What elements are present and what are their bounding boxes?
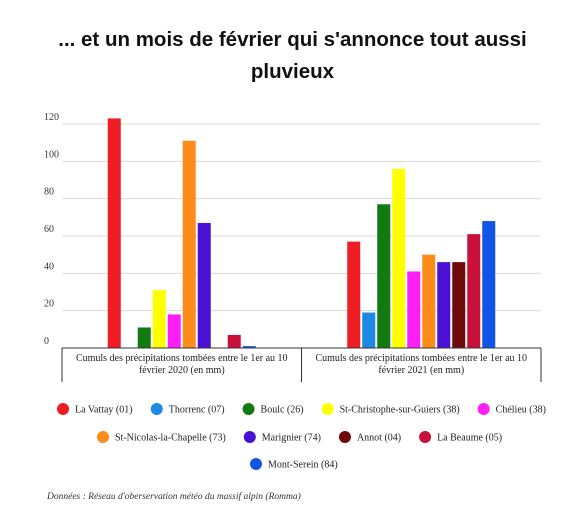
legend-marker	[321, 403, 334, 415]
legend-marker	[419, 431, 432, 443]
y-tick-label: 60	[44, 224, 54, 235]
bar	[422, 254, 436, 348]
legend-marker	[242, 403, 255, 415]
legend-label: Boulc (26)	[261, 405, 304, 416]
source-note: Données : Réseau d'oberservation météo d…	[47, 492, 301, 502]
y-tick-label: 120	[44, 112, 59, 123]
legend-marker	[250, 458, 262, 470]
legend-marker	[150, 403, 163, 415]
bar	[227, 334, 241, 348]
y-tick-label: 40	[44, 261, 54, 272]
chart-title: ... et un mois de février qui s'annonce …	[58, 28, 527, 83]
bar	[182, 140, 196, 348]
bar	[452, 262, 466, 348]
bar	[437, 262, 451, 348]
legend-marker	[57, 403, 69, 415]
legend-marker	[338, 431, 351, 443]
bar	[197, 222, 211, 348]
x-axis: Cumuls des précipitations tombées entre …	[61, 347, 542, 382]
bar	[362, 312, 376, 348]
category-label-line: Cumuls des précipitations tombées entre …	[315, 353, 527, 364]
legend-marker	[97, 431, 109, 443]
legend-marker	[243, 431, 256, 443]
bar	[407, 271, 421, 348]
category-label: Cumuls des précipitations tombées entre …	[76, 353, 288, 376]
legend-label: Chélieu (38)	[496, 405, 546, 416]
legend-label: Mont-Serein (84)	[268, 460, 338, 471]
bar	[377, 204, 391, 348]
bar	[347, 241, 361, 348]
category-label-line: février 2020 (en mm)	[139, 365, 225, 376]
legend-label: La Vattay (01)	[75, 405, 133, 416]
y-tick-label: 20	[44, 299, 54, 310]
legend-label: St-Nicolas-la-Chapelle (73)	[115, 433, 226, 444]
bar	[107, 118, 121, 349]
category-label: Cumuls des précipitations tombées entre …	[315, 353, 527, 376]
bar	[167, 314, 181, 348]
y-tick-label: 0	[44, 336, 49, 347]
bar	[242, 346, 256, 348]
legend-label: Marignier (74)	[262, 433, 321, 444]
bar	[467, 234, 481, 348]
bar	[137, 327, 151, 348]
y-tick-label: 100	[44, 149, 59, 160]
legend-label: Thorrenc (07)	[169, 405, 225, 416]
legend-label: St-Christophe-sur-Guiers (38)	[340, 405, 460, 416]
category-label-line: février 2021 (en mm)	[378, 365, 464, 376]
category-label-line: Cumuls des précipitations tombées entre …	[76, 353, 288, 364]
bar	[482, 221, 496, 348]
bar	[152, 290, 166, 348]
y-axis-ticks: 0 20 40 60 80 100 120	[44, 112, 59, 347]
legend-marker	[477, 403, 490, 415]
y-tick-label: 80	[44, 187, 54, 198]
bars	[107, 118, 496, 349]
legend-label: La Beaume (05)	[437, 433, 502, 444]
bar	[392, 168, 406, 348]
legend: La Vattay (01) Thorrenc (07) Boulc (26) St-…	[57, 403, 546, 471]
legend-label: Annot (04)	[357, 433, 401, 444]
